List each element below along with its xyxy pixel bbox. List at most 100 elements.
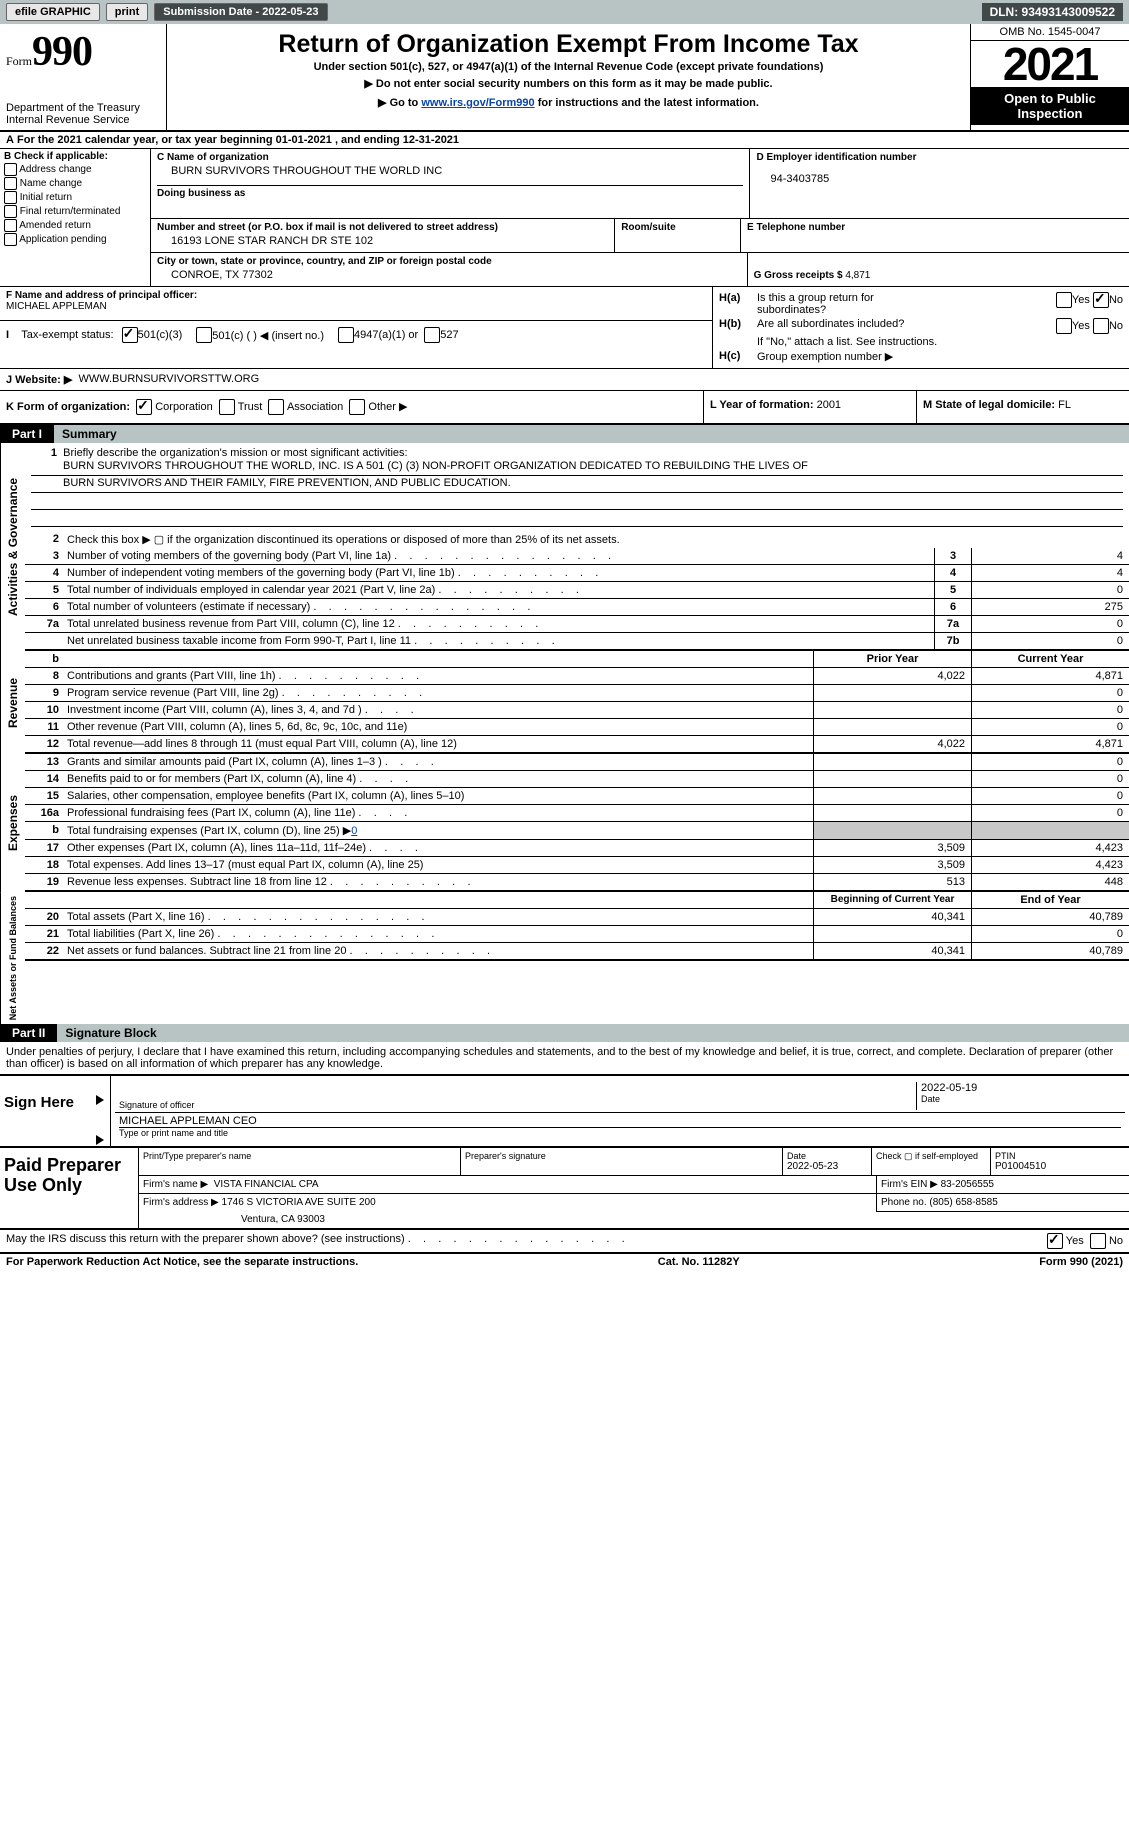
cval-17: 4,423 <box>971 840 1129 856</box>
line-2: Check this box ▶ ▢ if the organization d… <box>63 531 1129 548</box>
sig-name: MICHAEL APPLEMAN CEO <box>119 1115 1121 1127</box>
mission-q: Briefly describe the organization's miss… <box>63 447 407 459</box>
check-amended[interactable]: Amended return <box>4 219 146 232</box>
room-label: Room/suite <box>621 222 734 233</box>
line-16a: Professional fundraising fees (Part IX, … <box>63 805 813 821</box>
val-4: 4 <box>971 565 1129 581</box>
check-application[interactable]: Application pending <box>4 233 146 246</box>
side-revenue: Revenue <box>0 651 25 754</box>
ha-yes[interactable] <box>1056 292 1072 308</box>
form-title: Return of Organization Exempt From Incom… <box>173 30 964 59</box>
form-footer: Form 990 (2021) <box>1039 1256 1123 1268</box>
check-trust[interactable] <box>219 399 235 415</box>
cval-15: 0 <box>971 788 1129 804</box>
firm-ein: 83-2056555 <box>941 1179 994 1190</box>
state-domicile: FL <box>1058 399 1071 411</box>
city-label: City or town, state or province, country… <box>157 256 741 267</box>
val-7a: 0 <box>971 616 1129 632</box>
dept-treasury: Department of the Treasury <box>6 102 160 114</box>
pval-19: 513 <box>813 874 971 890</box>
line-4: Number of independent voting members of … <box>63 565 934 581</box>
may-no[interactable] <box>1090 1233 1106 1249</box>
line-5: Total number of individuals employed in … <box>63 582 934 598</box>
sig-date-label: Date <box>921 1094 1121 1104</box>
line-10: Investment income (Part VIII, column (A)… <box>63 702 813 718</box>
firm-name: VISTA FINANCIAL CPA <box>214 1179 319 1190</box>
line-20: Total assets (Part X, line 16) <box>63 909 813 925</box>
line-12: Total revenue—add lines 8 through 11 (mu… <box>63 736 813 752</box>
pra-notice: For Paperwork Reduction Act Notice, see … <box>6 1256 358 1268</box>
line-13: Grants and similar amounts paid (Part IX… <box>63 754 813 770</box>
firm-addr2: Ventura, CA 93003 <box>143 1208 872 1225</box>
line-18: Total expenses. Add lines 13–17 (must eq… <box>63 857 813 873</box>
ptin-value: P01004510 <box>995 1161 1125 1172</box>
gross-label: G Gross receipts $ <box>754 270 843 281</box>
line-15: Salaries, other compensation, employee b… <box>63 788 813 804</box>
line-19: Revenue less expenses. Subtract line 18 … <box>63 874 813 890</box>
subtitle-1: Under section 501(c), 527, or 4947(a)(1)… <box>173 61 964 73</box>
check-self-emp[interactable]: Check ▢ if self-employed <box>876 1151 986 1162</box>
may-yes[interactable] <box>1047 1233 1063 1249</box>
firm-phone: (805) 658-8585 <box>929 1197 997 1208</box>
line-14: Benefits paid to or for members (Part IX… <box>63 771 813 787</box>
officer-label: F Name and address of principal officer: <box>6 290 197 301</box>
org-name: BURN SURVIVORS THROUGHOUT THE WORLD INC <box>157 163 743 179</box>
line-21: Total liabilities (Part X, line 26) <box>63 926 813 942</box>
firm-addr1: 1746 S VICTORIA AVE SUITE 200 <box>222 1197 376 1208</box>
pval-12: 4,022 <box>813 736 971 752</box>
year-formation: 2001 <box>817 399 841 411</box>
check-other[interactable] <box>349 399 365 415</box>
ha-no[interactable] <box>1093 292 1109 308</box>
cval-22: 40,789 <box>971 943 1129 959</box>
form-label: Form <box>6 54 32 68</box>
check-501c[interactable] <box>196 327 212 343</box>
cval-10: 0 <box>971 702 1129 718</box>
check-501c3[interactable] <box>122 327 138 343</box>
cval-11: 0 <box>971 719 1129 735</box>
hb-no[interactable] <box>1093 318 1109 334</box>
check-corp[interactable] <box>136 399 152 415</box>
tel-label: E Telephone number <box>747 222 1123 233</box>
sig-date-value: 2022-05-19 <box>921 1082 1121 1094</box>
mission-line-2: BURN SURVIVORS AND THEIR FAMILY, FIRE PR… <box>31 476 1123 493</box>
ein-label: D Employer identification number <box>756 152 1123 163</box>
side-activities: Activities & Governance <box>0 443 25 651</box>
org-name-label: C Name of organization <box>157 152 743 163</box>
hdr-bcy: Beginning of Current Year <box>813 892 971 908</box>
line-7b: Net unrelated business taxable income fr… <box>63 633 934 649</box>
city-value: CONROE, TX 77302 <box>157 267 741 283</box>
line-3: Number of voting members of the governin… <box>63 548 934 564</box>
side-expenses: Expenses <box>0 754 25 892</box>
hb-yes[interactable] <box>1056 318 1072 334</box>
check-final-return[interactable]: Final return/terminated <box>4 205 146 218</box>
pval-18: 3,509 <box>813 857 971 873</box>
top-bar: efile GRAPHIC print Submission Date - 20… <box>0 0 1129 24</box>
website-value: WWW.BURNSURVIVORSTTW.ORG <box>78 373 259 386</box>
line-11: Other revenue (Part VIII, column (A), li… <box>63 719 813 735</box>
check-4947[interactable] <box>338 327 354 343</box>
print-button[interactable]: print <box>106 3 148 21</box>
check-initial-return[interactable]: Initial return <box>4 191 146 204</box>
check-assoc[interactable] <box>268 399 284 415</box>
check-name-change[interactable]: Name change <box>4 177 146 190</box>
line-8: Contributions and grants (Part VIII, lin… <box>63 668 813 684</box>
pval-8: 4,022 <box>813 668 971 684</box>
street-label: Number and street (or P.O. box if mail i… <box>157 222 608 233</box>
mission-line-1: BURN SURVIVORS THROUGHOUT THE WORLD, INC… <box>31 459 1123 476</box>
row-a-tax-year: A For the 2021 calendar year, or tax yea… <box>0 132 1129 149</box>
psig-label: Preparer's signature <box>465 1151 778 1161</box>
irs-link[interactable]: www.irs.gov/Form990 <box>421 97 534 109</box>
val-7b: 0 <box>971 633 1129 649</box>
ptname-label: Print/Type preparer's name <box>143 1151 456 1161</box>
sig-officer-label: Signature of officer <box>119 1100 916 1110</box>
cval-19: 448 <box>971 874 1129 890</box>
check-527[interactable] <box>424 327 440 343</box>
line-22: Net assets or fund balances. Subtract li… <box>63 943 813 959</box>
check-address-change[interactable]: Address change <box>4 163 146 176</box>
open-inspection: Open to Public Inspection <box>971 87 1129 125</box>
form-header: Form990 Department of the Treasury Inter… <box>0 24 1129 132</box>
efile-button[interactable]: efile GRAPHIC <box>6 3 100 21</box>
irs-label: Internal Revenue Service <box>6 114 160 126</box>
col-b-checkboxes: B Check if applicable: Address change Na… <box>0 149 151 286</box>
line-16b: Total fundraising expenses (Part IX, col… <box>63 822 813 839</box>
